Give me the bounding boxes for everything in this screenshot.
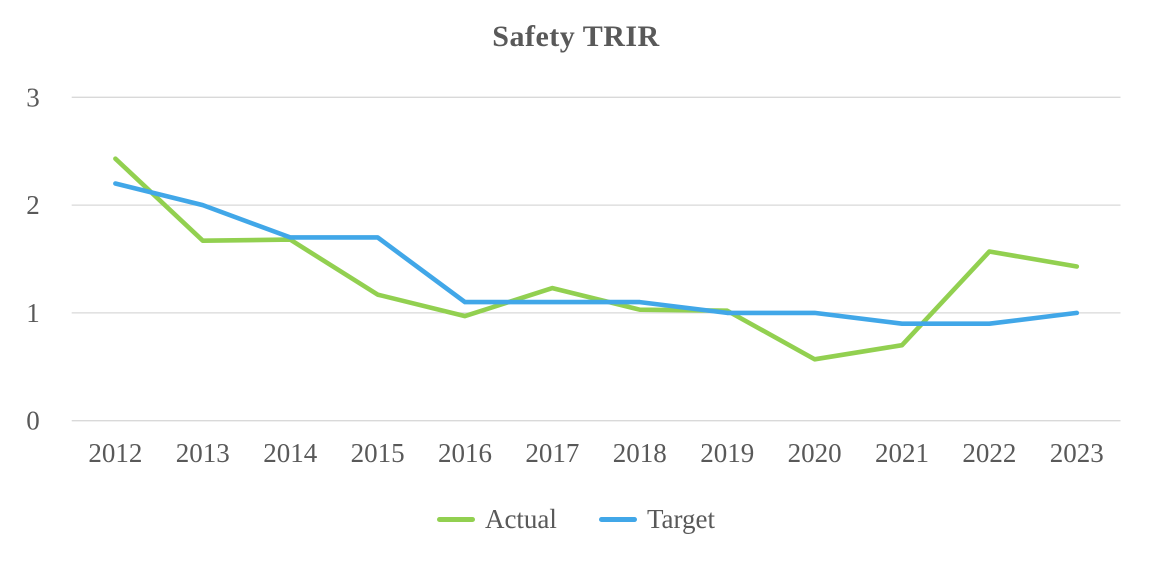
legend: Actual Target xyxy=(0,506,1152,533)
target-series-line xyxy=(113,181,1080,327)
x-tick-label: 2016 xyxy=(438,438,492,468)
y-tick-label: 0 xyxy=(26,406,40,436)
x-tick-label: 2017 xyxy=(525,438,579,468)
x-tick-label: 2014 xyxy=(263,438,318,468)
x-tick-label: 2020 xyxy=(788,438,842,468)
x-tick-label: 2013 xyxy=(176,438,230,468)
x-tick-label: 2012 xyxy=(88,438,142,468)
x-tick-label: 2021 xyxy=(875,438,929,468)
legend-label-actual: Actual xyxy=(484,504,557,534)
x-tick-label: 2023 xyxy=(1050,438,1104,468)
legend-label-target: Target xyxy=(646,504,716,534)
actual-series-swatch-icon xyxy=(436,517,475,522)
x-tick-label: 2015 xyxy=(351,438,405,468)
x-tick-label: 2019 xyxy=(700,438,754,468)
y-tick-label: 1 xyxy=(26,298,40,328)
legend-item-actual: Actual xyxy=(436,504,557,534)
chart-title: Safety TRIR xyxy=(492,20,660,53)
actual-series-line xyxy=(113,156,1080,362)
y-tick-label: 2 xyxy=(26,190,40,220)
x-tick-label: 2022 xyxy=(962,438,1016,468)
x-tick-label: 2018 xyxy=(613,438,667,468)
y-tick-label: 3 xyxy=(26,82,40,112)
legend-item-target: Target xyxy=(598,504,716,534)
target-series-swatch-icon xyxy=(598,517,637,522)
